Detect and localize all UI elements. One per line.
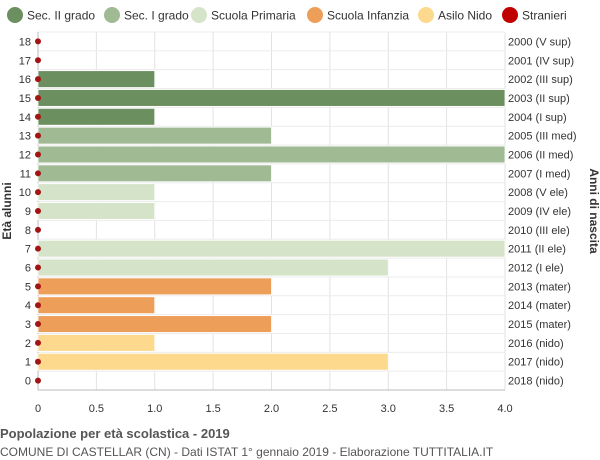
- age-population-chart: 0 0.5 1.0 1.5 2.0 2.5 3.0 3.5 4.018 2000 (V sup)1…: [0, 7, 600, 415]
- birth-year-label: 2018 (nido): [508, 376, 564, 388]
- birth-year-label: 2015 (mater): [508, 319, 571, 331]
- age-label: 16: [19, 74, 31, 86]
- age-label: 4: [25, 300, 31, 312]
- legend-swatch-5: [502, 7, 518, 23]
- age-label: 1: [25, 357, 31, 369]
- birth-year-label: 2000 (V sup): [508, 36, 571, 48]
- bar-age-6: [37, 258, 389, 277]
- birth-year-label: 2005 (III med): [508, 131, 576, 143]
- legend-label-4: Asilo Nido: [438, 9, 492, 23]
- x-tick-label: 1.0: [147, 403, 162, 415]
- x-tick-label: 0: [35, 403, 41, 415]
- birth-year-label: 2017 (nido): [508, 357, 564, 369]
- bar-age-13: [37, 126, 272, 145]
- age-label: 6: [25, 263, 31, 275]
- legend-swatch-3: [307, 7, 323, 23]
- stranieri-marker: [35, 321, 41, 328]
- stranieri-marker: [35, 170, 41, 177]
- legend-label-1: Sec. I grado: [124, 9, 189, 23]
- age-label: 15: [19, 93, 31, 105]
- birth-year-label: 2008 (V ele): [508, 187, 568, 199]
- age-label: 17: [19, 55, 31, 67]
- x-tick-label: 2.0: [264, 403, 279, 415]
- stranieri-marker: [35, 302, 41, 309]
- age-label: 18: [19, 36, 31, 48]
- birth-year-label: 2003 (II sup): [508, 93, 570, 105]
- birth-year-label: 2001 (IV sup): [508, 55, 574, 67]
- age-label: 10: [19, 187, 31, 199]
- x-tick-label: 2.5: [322, 403, 337, 415]
- birth-year-label: 2009 (IV ele): [508, 206, 571, 218]
- y-axis-title-left: Età alunni: [0, 182, 14, 239]
- bar-age-9: [37, 202, 156, 220]
- age-label: 14: [19, 112, 31, 124]
- birth-year-label: 2014 (mater): [508, 300, 571, 312]
- birth-year-label: 2007 (I med): [508, 168, 570, 180]
- stranieri-marker: [35, 151, 41, 158]
- stranieri-marker: [35, 57, 41, 64]
- age-label: 8: [25, 225, 31, 237]
- x-tick-label: 0.5: [89, 403, 104, 415]
- legend-label-0: Sec. II grado: [27, 9, 95, 23]
- bar-age-2: [37, 334, 156, 352]
- bar-age-3: [37, 315, 272, 333]
- legend-swatch-4: [418, 7, 434, 23]
- y-axis-title-right: Anni di nascita: [587, 168, 600, 254]
- birth-year-label: 2006 (II med): [508, 149, 573, 161]
- stranieri-marker: [35, 264, 41, 271]
- bar-age-14: [37, 107, 156, 126]
- bar-age-11: [37, 164, 272, 183]
- bar-age-4: [37, 296, 156, 315]
- age-label: 9: [25, 206, 31, 218]
- bar-age-5: [37, 277, 272, 296]
- birth-year-label: 2011 (II ele): [508, 244, 566, 256]
- bar-age-10: [37, 183, 156, 201]
- legend-label-3: Scuola Infanzia: [327, 9, 409, 23]
- x-tick-label: 3.5: [439, 403, 454, 415]
- bar-age-15: [37, 89, 506, 107]
- stranieri-marker: [35, 226, 41, 233]
- stranieri-marker: [35, 76, 41, 83]
- bar-age-16: [37, 70, 156, 88]
- stranieri-marker: [35, 245, 41, 252]
- bar-age-12: [37, 145, 506, 164]
- stranieri-marker: [35, 377, 41, 384]
- age-label: 5: [25, 281, 31, 293]
- birth-year-label: 2012 (I ele): [508, 263, 564, 275]
- x-tick-label: 3.0: [381, 403, 396, 415]
- legend-swatch-0: [7, 7, 23, 23]
- stranieri-marker: [35, 132, 41, 139]
- stranieri-marker: [35, 113, 41, 120]
- birth-year-label: 2010 (III ele): [508, 225, 570, 237]
- chart-footer-title: Popolazione per età scolastica - 2019: [0, 426, 230, 441]
- birth-year-label: 2013 (mater): [508, 281, 571, 293]
- age-label: 11: [20, 168, 31, 180]
- chart-footer-subtitle: COMUNE DI CASTELLAR (CN) - Dati ISTAT 1°…: [0, 445, 494, 459]
- stranieri-marker: [35, 94, 41, 101]
- legend-swatch-1: [104, 7, 120, 23]
- birth-year-label: 2016 (nido): [508, 338, 564, 350]
- legend-label-5: Stranieri: [522, 9, 567, 23]
- stranieri-marker: [35, 358, 41, 365]
- stranieri-marker: [35, 283, 41, 290]
- birth-year-label: 2002 (III sup): [508, 74, 573, 86]
- stranieri-marker: [35, 189, 41, 196]
- x-tick-label: 1.5: [205, 403, 220, 415]
- stranieri-marker: [35, 208, 41, 214]
- age-label: 12: [19, 149, 31, 161]
- x-tick-label: 4.0: [497, 403, 512, 415]
- birth-year-label: 2004 (I sup): [508, 112, 567, 124]
- legend-label-2: Scuola Primaria: [211, 9, 296, 23]
- age-label: 13: [19, 131, 31, 143]
- bar-age-1: [37, 352, 389, 371]
- legend-swatch-2: [191, 7, 207, 23]
- age-label: 3: [25, 319, 31, 331]
- age-label: 7: [25, 244, 31, 256]
- stranieri-marker: [35, 339, 41, 346]
- age-label: 0: [25, 376, 31, 388]
- bar-age-7: [37, 239, 506, 258]
- stranieri-marker: [35, 38, 41, 45]
- age-label: 2: [25, 338, 31, 350]
